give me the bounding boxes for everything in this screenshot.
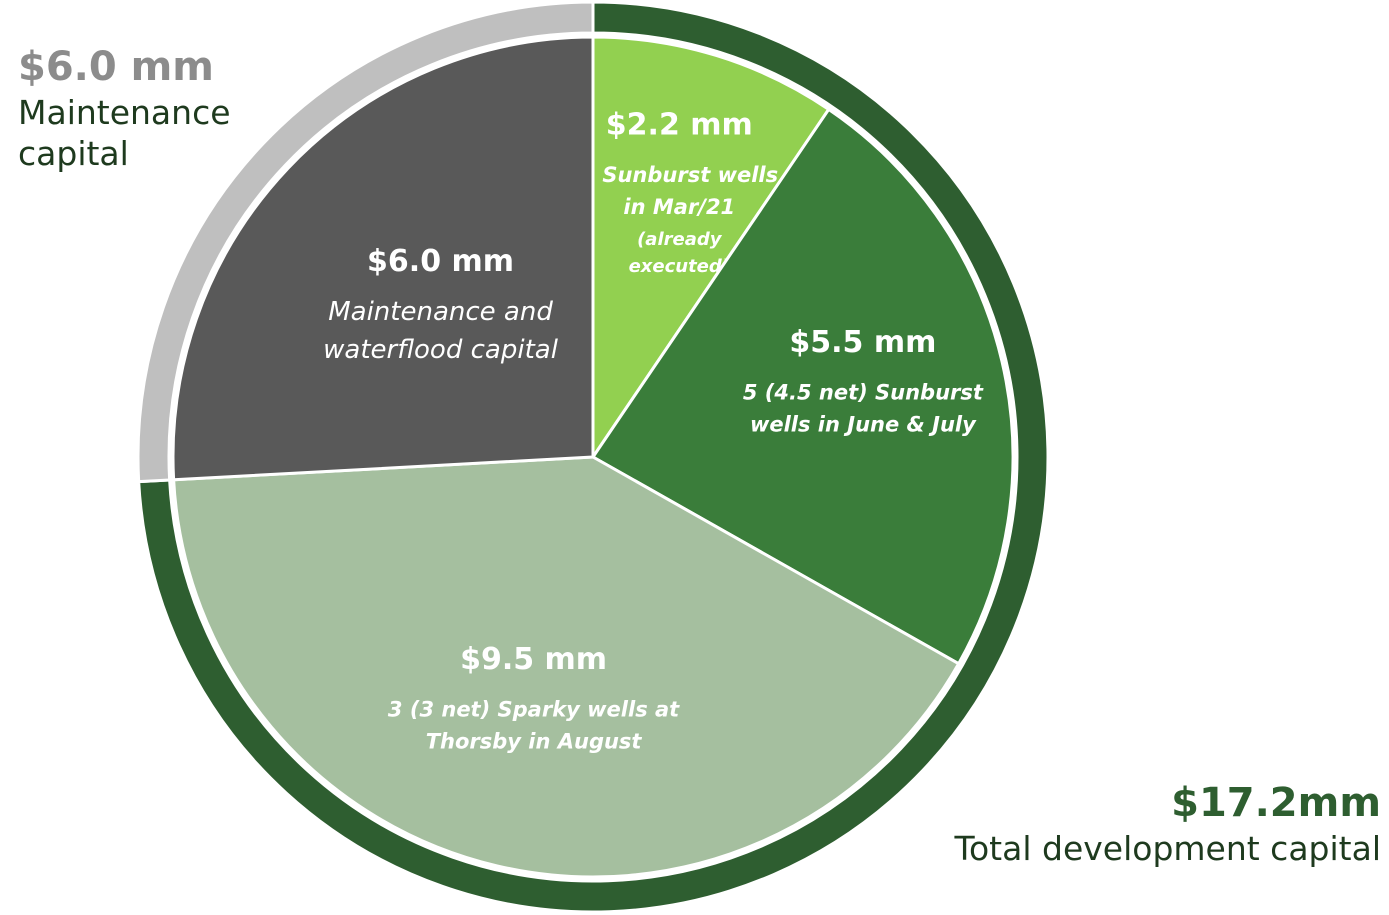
pie-slice [172, 455, 961, 879]
slice-description: (already [637, 229, 723, 250]
slice-description: 5 (4.5 net) Sunburst [743, 381, 984, 405]
group-ring [137, 0, 1050, 914]
development-group-label: $17.2mm Total development capital [881, 778, 1381, 869]
group-name: Total development capital [954, 829, 1381, 868]
slice-description: waterflood capital [323, 335, 559, 365]
maintenance-group-label: $6.0 mm Maintenance capital [18, 42, 268, 175]
slice-description: wells in June & July [750, 413, 977, 437]
slice-description: Maintenance and [328, 297, 553, 327]
pie-slice [591, 35, 831, 462]
slice-description: in Mar/21 [623, 195, 735, 219]
slice-value-label: $9.5 mm [460, 642, 607, 677]
slice-description: Thorsby in August [426, 730, 643, 754]
slice-description: executed) [629, 256, 730, 277]
group-value-label: $6.0 mm [18, 44, 214, 90]
pie-slice [590, 107, 1015, 666]
slice-description: 3 (3 net) Sparky wells at [388, 698, 680, 722]
slice-value-label: $5.5 mm [789, 325, 936, 360]
pie-slice [171, 35, 595, 482]
slice-description: 3 Sunburst wells [580, 163, 778, 187]
slice-value-label: $2.2 mm [606, 107, 753, 142]
slice-value-label: $6.0 mm [367, 244, 514, 279]
group-value-label: $17.2mm [1171, 780, 1381, 826]
group-name: Maintenance capital [18, 93, 231, 174]
group-ring [136, 0, 595, 484]
